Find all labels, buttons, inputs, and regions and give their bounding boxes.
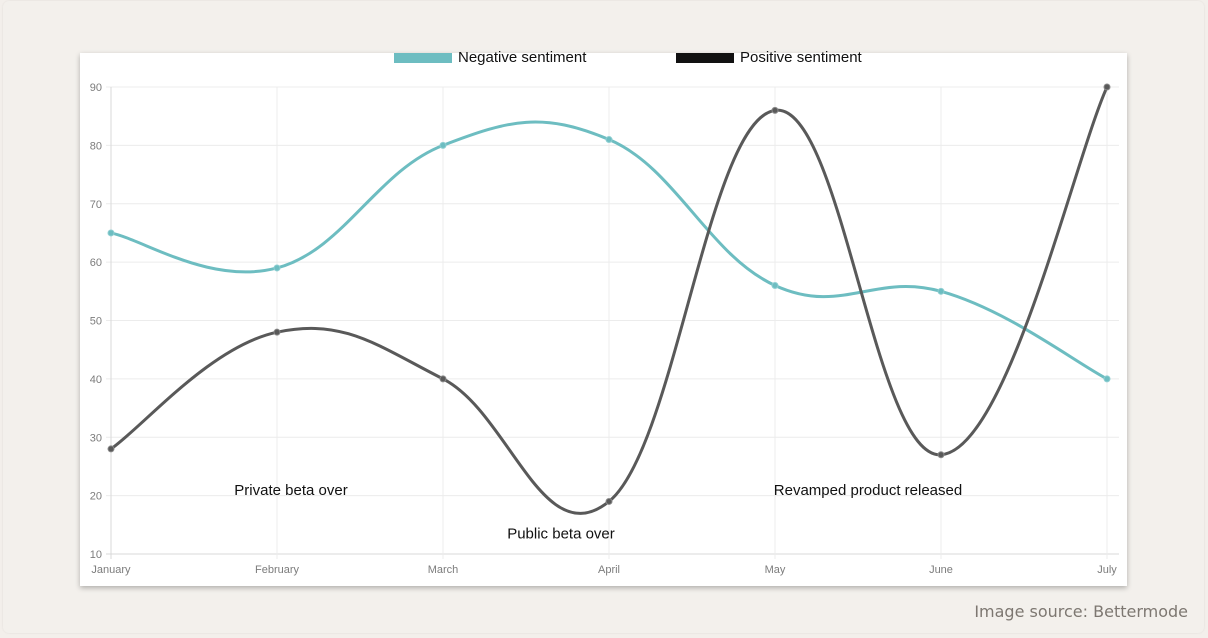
- x-tick-label: April: [598, 564, 620, 576]
- data-point: [937, 287, 945, 295]
- image-source-label: Image source: Bettermode: [974, 602, 1188, 621]
- y-axis-ticks: 10 20 30 40 50 60 70 80 90: [90, 82, 102, 561]
- y-tick-label: 50: [90, 316, 102, 328]
- data-point: [273, 328, 281, 336]
- data-point: [273, 264, 281, 272]
- x-tick-label: March: [428, 564, 459, 576]
- legend-label: Negative sentiment: [458, 49, 587, 66]
- y-tick-label: 20: [90, 491, 102, 503]
- x-tick-label: January: [91, 564, 131, 576]
- y-tick-label: 60: [90, 257, 102, 269]
- legend-swatch: [676, 53, 734, 63]
- annotation-label: Private beta over: [234, 482, 347, 499]
- data-point: [771, 106, 779, 114]
- chart-card: [80, 53, 1127, 586]
- legend: Negative sentiment Positive sentiment: [394, 49, 863, 66]
- annotation-label: Revamped product released: [774, 482, 962, 499]
- data-point: [605, 136, 613, 144]
- y-tick-label: 10: [90, 549, 102, 561]
- x-tick-label: July: [1097, 564, 1117, 576]
- series-points: [107, 83, 1111, 505]
- grid: [106, 86, 1119, 559]
- data-point: [937, 451, 945, 459]
- y-tick-label: 70: [90, 199, 102, 211]
- x-axis-ticks: January February March April May June July: [91, 564, 1117, 576]
- data-point: [107, 229, 115, 237]
- series-line-positive: [110, 86, 1109, 515]
- data-point: [107, 445, 115, 453]
- x-tick-label: February: [255, 564, 300, 576]
- annotation-label: Public beta over: [507, 526, 615, 543]
- x-tick-label: May: [765, 564, 786, 576]
- y-tick-label: 30: [90, 432, 102, 444]
- data-point: [1103, 83, 1111, 91]
- y-tick-label: 40: [90, 374, 102, 386]
- data-point: [439, 375, 447, 383]
- data-point: [439, 141, 447, 149]
- data-point: [1103, 375, 1111, 383]
- legend-swatch: [394, 53, 452, 63]
- y-tick-label: 90: [90, 82, 102, 94]
- annotations: Private beta over Public beta over Revampe…: [234, 482, 962, 543]
- y-tick-label: 80: [90, 140, 102, 152]
- data-point: [771, 281, 779, 289]
- data-point: [605, 497, 613, 505]
- x-tick-label: June: [929, 564, 953, 576]
- legend-label: Positive sentiment: [740, 49, 863, 66]
